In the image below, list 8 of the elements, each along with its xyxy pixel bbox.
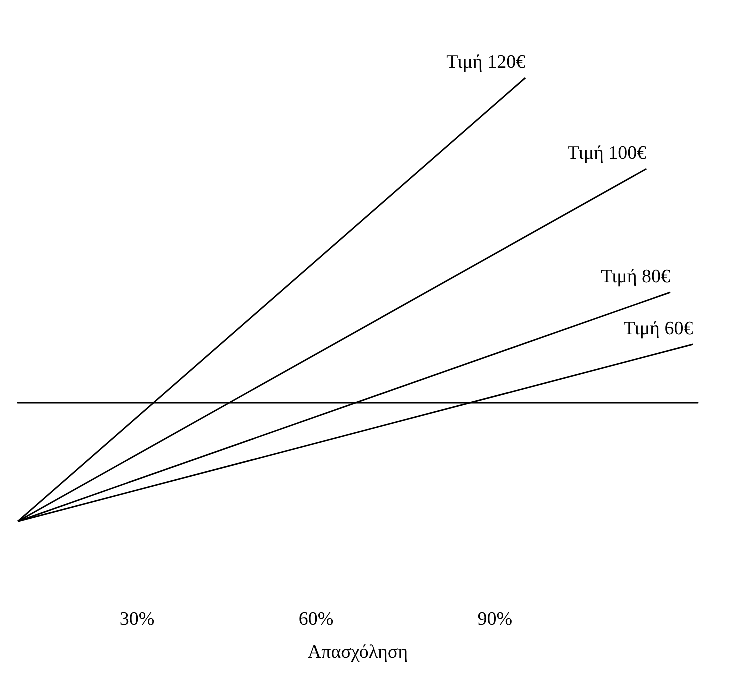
series-label: Τιμή 80€	[601, 266, 672, 288]
series-label: Τιμή 60€	[624, 318, 694, 340]
x-tick-label: 90%	[478, 609, 513, 630]
series-label: Τιμή 100€	[568, 143, 648, 164]
x-tick-label: 30%	[120, 609, 155, 630]
series-label: Τιμή 120€	[446, 52, 526, 73]
x-axis-title: Απασχόληση	[308, 642, 408, 663]
x-tick-label: 60%	[298, 609, 334, 630]
